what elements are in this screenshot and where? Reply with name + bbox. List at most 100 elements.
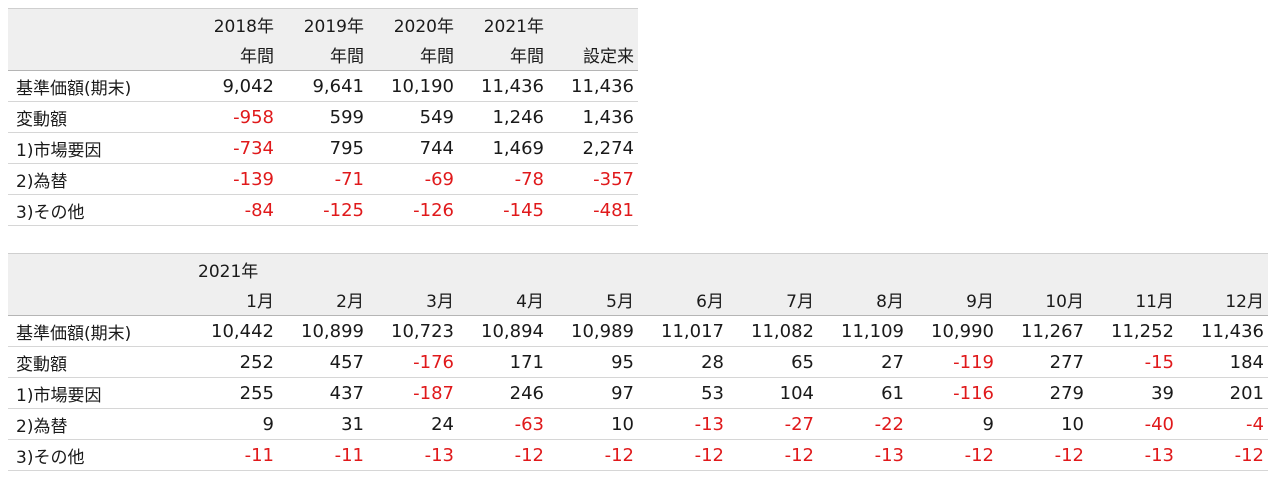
table-row: 2)為替 9 31 24 -63 10 -13 -27 -22 9 10 -40 -4 [8,408,1268,440]
header-month: 11月 [1088,284,1178,316]
table-row: 1)市場要因 255 437 -187 246 97 53 104 61 -116 279 39 201 [8,377,1268,409]
monthly-table: 2021年 1月 2月 3月 4月 5月 6月 7月 8月 9月 10月 11月 12月 基準価額(期… [8,253,1268,471]
header-corner [8,8,188,40]
value-cell: 599 [278,101,368,133]
value-cell: -139 [188,163,278,195]
header-month: 6月 [638,284,728,316]
value-cell: -176 [368,346,458,378]
header-year: 2020年 [368,8,458,40]
value-cell: 11,252 [1088,315,1178,347]
value-cell: -27 [728,408,818,440]
value-cell: 97 [548,377,638,409]
value-cell: 95 [548,346,638,378]
header-period: 年間 [188,39,278,71]
header-month: 2月 [278,284,368,316]
value-cell: 11,436 [548,70,638,102]
value-cell: -71 [278,163,368,195]
header-month: 8月 [818,284,908,316]
header-corner [8,284,188,316]
value-cell: 9 [908,408,998,440]
row-label: 1)市場要因 [8,377,188,409]
value-cell: 255 [188,377,278,409]
table-row: 基準価額(期末) 10,442 10,899 10,723 10,894 10,989 11… [8,315,1268,347]
header-month: 1月 [188,284,278,316]
monthly-header-month-row: 1月 2月 3月 4月 5月 6月 7月 8月 9月 10月 11月 12月 [8,284,1268,316]
header-year [548,8,638,40]
value-cell: 9 [188,408,278,440]
row-label: 基準価額(期末) [8,70,188,102]
table-row: 変動額 -958 599 549 1,246 1,436 [8,101,638,133]
value-cell: 53 [638,377,728,409]
value-cell: -187 [368,377,458,409]
header-month: 3月 [368,284,458,316]
header-period: 年間 [368,39,458,71]
header-year: 2021年 [458,8,548,40]
table-row: 変動額 252 457 -176 171 95 28 65 27 -119 277 -15 184 [8,346,1268,378]
value-cell: 65 [728,346,818,378]
row-label: 2)為替 [8,408,188,440]
value-cell: 27 [818,346,908,378]
value-cell: -11 [278,439,368,471]
value-cell: -958 [188,101,278,133]
header-month: 9月 [908,284,998,316]
value-cell: 11,267 [998,315,1088,347]
value-cell: 11,436 [458,70,548,102]
value-cell: 28 [638,346,728,378]
annual-table-body: 基準価額(期末) 9,042 9,641 10,190 11,436 11,436 変動額 -… [8,70,638,226]
value-cell: 24 [368,408,458,440]
value-cell: 10,989 [548,315,638,347]
value-cell: -13 [1088,439,1178,471]
annual-table: 2018年 2019年 2020年 2021年 年間 年間 年間 年間 設定来 … [8,8,638,226]
monthly-table-body: 基準価額(期末) 10,442 10,899 10,723 10,894 10,989 11… [8,315,1268,471]
header-year: 2021年 [188,253,1268,285]
value-cell: -357 [548,163,638,195]
value-cell: -145 [458,194,548,226]
annual-header-period-row: 年間 年間 年間 年間 設定来 [8,39,638,71]
value-cell: -734 [188,132,278,164]
header-period: 年間 [458,39,548,71]
value-cell: 10,723 [368,315,458,347]
value-cell: 279 [998,377,1088,409]
value-cell: 1,246 [458,101,548,133]
value-cell: -13 [638,408,728,440]
value-cell: -12 [638,439,728,471]
row-label: 3)その他 [8,439,188,471]
table-row: 3)その他 -84 -125 -126 -145 -481 [8,194,638,226]
value-cell: -12 [998,439,1088,471]
value-cell: 11,109 [818,315,908,347]
value-cell: 10,899 [278,315,368,347]
value-cell: 11,017 [638,315,728,347]
row-label: 基準価額(期末) [8,315,188,347]
row-label: 3)その他 [8,194,188,226]
header-month: 7月 [728,284,818,316]
value-cell: -22 [818,408,908,440]
value-cell: 246 [458,377,548,409]
value-cell: 457 [278,346,368,378]
value-cell: 171 [458,346,548,378]
row-label: 変動額 [8,346,188,378]
value-cell: -126 [368,194,458,226]
header-year: 2019年 [278,8,368,40]
table-row: 3)その他 -11 -11 -13 -12 -12 -12 -12 -13 -12 -12 -13 -1… [8,439,1268,471]
value-cell: 39 [1088,377,1178,409]
header-month: 10月 [998,284,1088,316]
value-cell: 9,641 [278,70,368,102]
value-cell: 252 [188,346,278,378]
annual-header-year-row: 2018年 2019年 2020年 2021年 [8,8,638,40]
value-cell: 10 [998,408,1088,440]
value-cell: 549 [368,101,458,133]
value-cell: -15 [1088,346,1178,378]
value-cell: -125 [278,194,368,226]
header-corner [8,253,188,285]
value-cell: -84 [188,194,278,226]
value-cell: -12 [1178,439,1268,471]
header-corner [8,39,188,71]
value-cell: 9,042 [188,70,278,102]
table-row: 2)為替 -139 -71 -69 -78 -357 [8,163,638,195]
value-cell: -119 [908,346,998,378]
value-cell: 11,436 [1178,315,1268,347]
value-cell: 10 [548,408,638,440]
value-cell: 1,436 [548,101,638,133]
table-row: 基準価額(期末) 9,042 9,641 10,190 11,436 11,436 [8,70,638,102]
value-cell: 31 [278,408,368,440]
